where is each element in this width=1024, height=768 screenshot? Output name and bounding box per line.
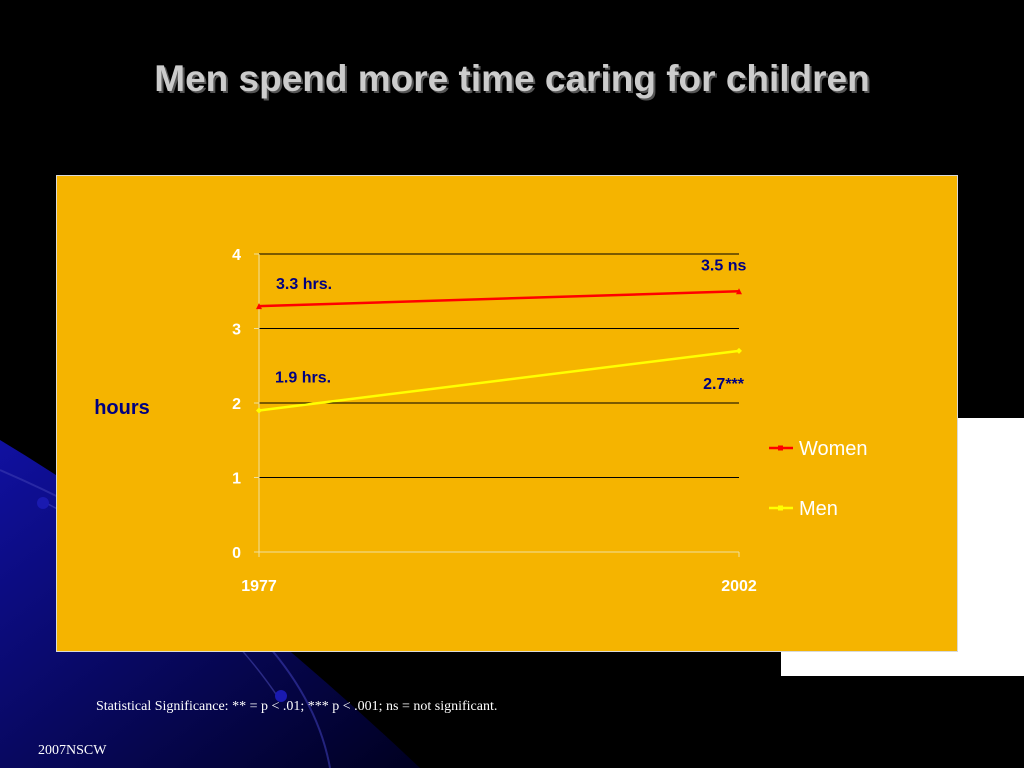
x-axis-ticks: 1977 2002 [241,578,757,595]
men-data-point [736,347,742,354]
men-data-point [256,407,262,414]
women-data-point [256,303,262,310]
data-label: 1.9 hrs. [275,369,331,386]
y-axis-ticks: 0 1 2 3 4 [232,247,241,562]
data-label: 3.3 hrs. [276,276,332,293]
men-series-line [258,349,740,412]
data-label: 3.5 ns [701,257,746,274]
women-series-line [258,290,740,308]
y-axis-label: hours [94,397,150,419]
men-legend-label: Men [799,498,838,520]
x-tick-label: 2002 [721,578,757,595]
chart-series [256,288,742,414]
y-tick-label: 3 [232,322,241,339]
women-legend-marker [778,445,783,451]
y-tick-label: 0 [232,545,241,562]
slide-title: Men spend more time caring for children [154,58,870,99]
women-data-point [736,288,742,295]
chart-legend: Women Men [769,438,868,520]
y-tick-label: 4 [232,247,241,264]
significance-footnote: Statistical Significance: ** = p < .01; … [96,699,498,714]
footer-source: 2007NSCW [38,743,107,758]
line-chart: 0 1 2 3 4 1977 2002 3.3 hrs. 3.5 ns 1.9 hrs. 2.7… [94,247,868,595]
x-tick-label: 1977 [241,578,277,595]
y-tick-label: 1 [232,471,241,488]
women-legend-label: Women [799,438,868,460]
chart-annotations: 3.3 hrs. 3.5 ns 1.9 hrs. 2.7*** [275,257,746,393]
men-legend-marker [778,505,783,511]
data-label: 2.7*** [703,376,745,393]
y-tick-label: 2 [232,396,241,413]
